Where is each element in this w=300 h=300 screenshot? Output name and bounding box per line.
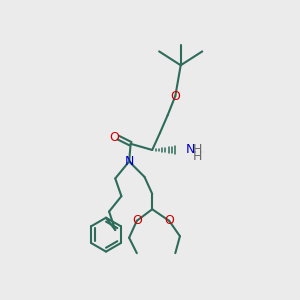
Text: O: O	[132, 214, 142, 227]
Text: H: H	[192, 143, 202, 156]
Text: H: H	[192, 150, 202, 164]
Text: O: O	[170, 90, 180, 103]
Text: O: O	[164, 214, 174, 227]
Text: N: N	[186, 143, 196, 156]
Text: N: N	[124, 155, 134, 168]
Text: O: O	[109, 131, 118, 144]
